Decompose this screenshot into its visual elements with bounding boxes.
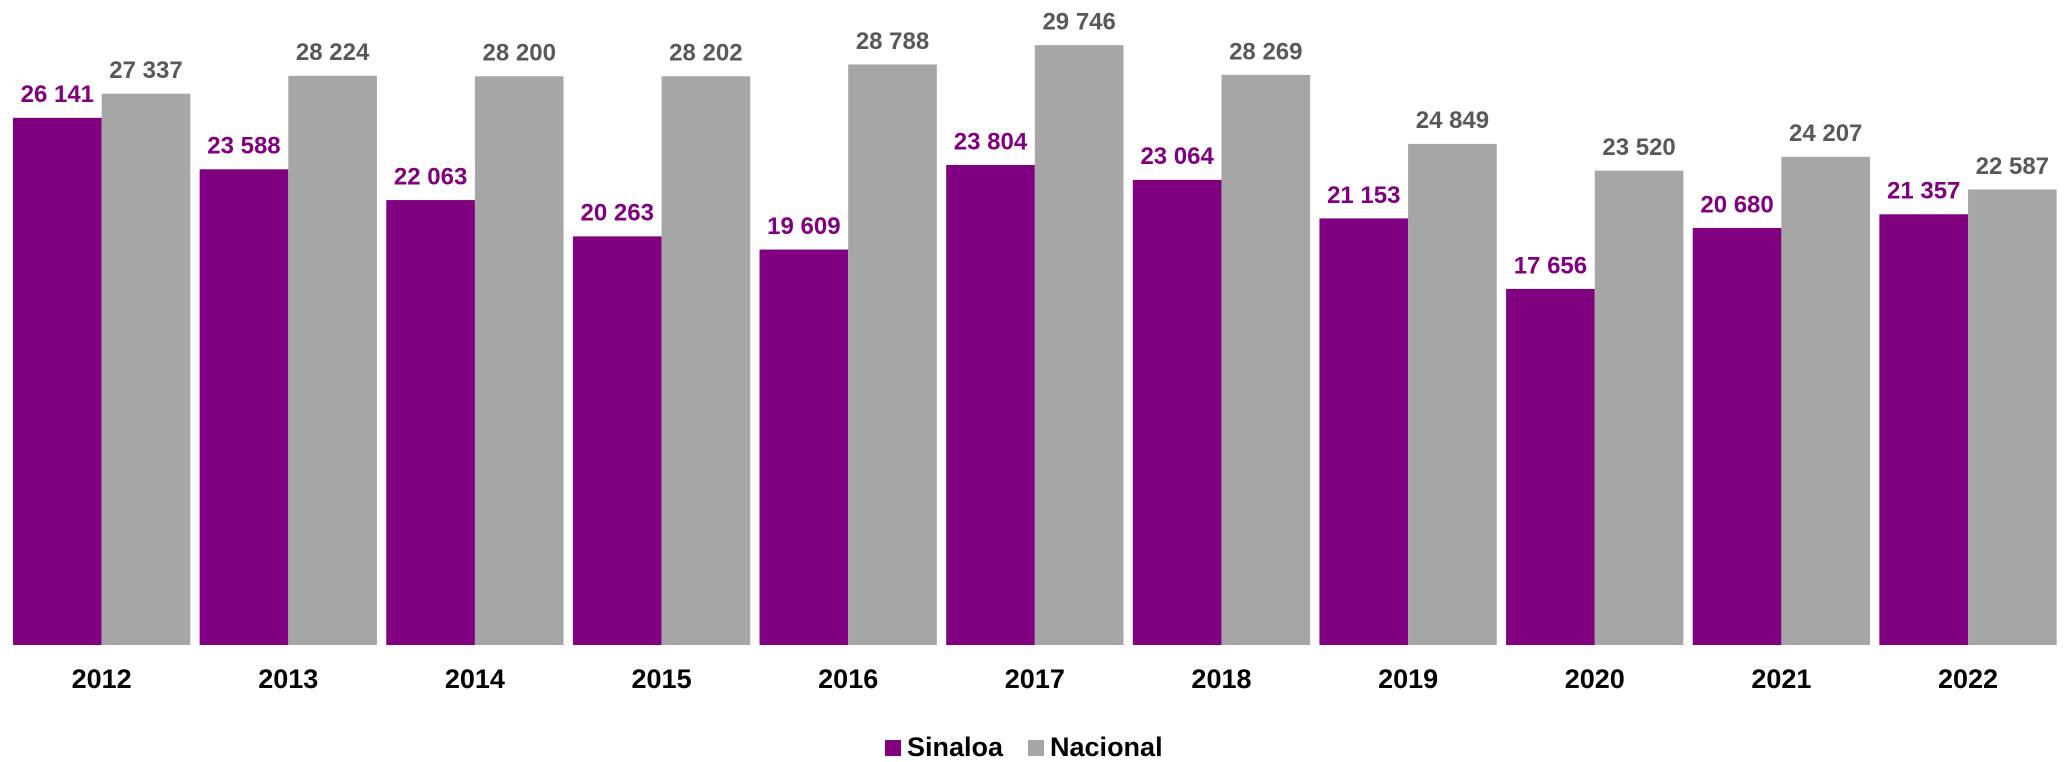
x-tick-label: 2020: [1565, 664, 1625, 694]
x-tick-label: 2021: [1751, 664, 1811, 694]
value-label: 28 224: [296, 39, 370, 66]
value-label: 17 656: [1514, 252, 1587, 279]
value-label: 23 064: [1140, 143, 1214, 170]
value-label: 24 207: [1789, 120, 1862, 147]
x-tick-label: 2015: [632, 664, 692, 694]
bar: [759, 249, 849, 646]
value-label: 22 587: [1976, 153, 2049, 180]
bar: [661, 76, 751, 646]
value-label: 24 849: [1416, 107, 1489, 134]
bar: [386, 200, 475, 645]
value-label: 19 609: [767, 213, 840, 240]
bar: [1506, 288, 1595, 645]
bar: [1879, 214, 1969, 645]
value-label: 23 588: [207, 133, 280, 160]
x-tick-label: 2012: [72, 664, 132, 694]
bar: [946, 164, 1035, 645]
bar: [1781, 156, 1871, 645]
legend-swatch: [1028, 740, 1045, 756]
bar: [1221, 74, 1311, 645]
x-tick-label: 2022: [1938, 664, 1998, 694]
value-label: 21 357: [1887, 178, 1960, 205]
x-tick-label: 2018: [1191, 664, 1251, 694]
value-label: 28 269: [1229, 38, 1302, 65]
value-label: 22 063: [394, 163, 467, 190]
bar: [1408, 143, 1497, 646]
bar: [288, 75, 377, 646]
value-label: 26 141: [21, 81, 94, 108]
value-label: 23 804: [954, 128, 1028, 155]
bar: [848, 64, 937, 645]
bar: [199, 169, 289, 646]
legend-swatch: [885, 740, 901, 756]
value-label: 28 202: [669, 40, 742, 67]
value-label: 27 337: [109, 57, 182, 84]
legend-label: Nacional: [1050, 732, 1163, 762]
legend-label: Sinaloa: [907, 732, 1004, 762]
value-label: 20 263: [581, 200, 654, 227]
x-tick-label: 2016: [818, 664, 878, 694]
bar: [13, 117, 102, 645]
bar: [1968, 189, 2057, 646]
bar: [1594, 170, 1684, 645]
bar: [474, 76, 564, 646]
x-tick-label: 2017: [1005, 664, 1065, 694]
bar: [1319, 218, 1409, 646]
value-label: 21 153: [1327, 182, 1400, 209]
bar: [101, 93, 191, 645]
x-tick-label: 2019: [1378, 664, 1438, 694]
bar: [1692, 227, 1782, 645]
bar: [1132, 179, 1222, 645]
value-label: 29 746: [1042, 8, 1115, 35]
value-label: 28 200: [483, 40, 556, 67]
x-tick-label: 2013: [258, 664, 318, 694]
value-label: 28 788: [856, 28, 929, 55]
x-tick-label: 2014: [445, 664, 505, 694]
bar: [572, 236, 662, 645]
bar: [1034, 45, 1124, 646]
value-label: 20 680: [1700, 191, 1773, 218]
value-label: 23 520: [1602, 134, 1675, 161]
